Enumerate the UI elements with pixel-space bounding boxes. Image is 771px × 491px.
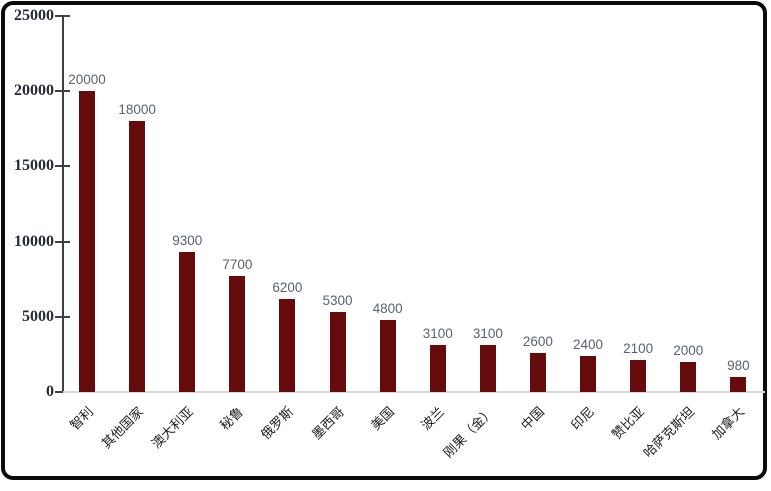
bar-value-label: 980 bbox=[727, 358, 750, 374]
bar bbox=[279, 298, 296, 392]
x-axis-label: 波兰 bbox=[417, 403, 447, 433]
y-axis-tick-label: 5000 bbox=[22, 307, 54, 325]
y-axis-tick bbox=[55, 315, 70, 318]
bar bbox=[580, 355, 597, 392]
y-axis-tick bbox=[55, 165, 70, 168]
bar-value-label: 20000 bbox=[68, 72, 106, 88]
bar-value-label: 3100 bbox=[472, 326, 503, 342]
y-axis-tick bbox=[55, 240, 70, 243]
x-axis-label: 俄罗斯 bbox=[258, 403, 297, 443]
x-axis-label: 澳大利亚 bbox=[148, 403, 197, 452]
x-axis-label: 其他国家 bbox=[98, 403, 147, 452]
y-axis-tick bbox=[55, 391, 70, 393]
bar bbox=[730, 377, 747, 392]
bar-value-label: 5300 bbox=[322, 293, 353, 309]
bar-value-label: 9300 bbox=[172, 233, 203, 249]
y-axis-tick bbox=[55, 15, 70, 17]
x-axis-label: 中国 bbox=[517, 403, 547, 433]
y-axis-tick bbox=[55, 90, 70, 93]
bar bbox=[329, 312, 346, 392]
bar bbox=[429, 345, 446, 392]
bar bbox=[630, 360, 647, 392]
x-axis-label: 美国 bbox=[367, 403, 397, 433]
x-axis-label: 秘鲁 bbox=[217, 403, 247, 433]
bar bbox=[379, 319, 396, 392]
y-axis-tick-label: 15000 bbox=[14, 157, 54, 175]
bar bbox=[129, 121, 146, 392]
bar bbox=[229, 276, 246, 392]
y-axis-line bbox=[62, 15, 64, 393]
bar bbox=[179, 252, 196, 392]
x-axis-label: 加拿大 bbox=[709, 403, 748, 443]
bar-value-label: 18000 bbox=[118, 102, 156, 118]
y-axis-tick-label: 20000 bbox=[14, 82, 54, 100]
x-axis-label: 赞比亚 bbox=[608, 403, 648, 443]
x-axis-label: 智利 bbox=[67, 403, 97, 433]
x-axis-line bbox=[63, 391, 765, 393]
bar-value-label: 2400 bbox=[573, 336, 604, 352]
y-axis-tick-label: 10000 bbox=[14, 232, 54, 250]
bar bbox=[529, 352, 546, 392]
x-axis-label: 哈萨克斯坦 bbox=[640, 403, 698, 461]
bar-value-label: 2100 bbox=[623, 341, 654, 357]
bar bbox=[680, 361, 697, 392]
bar-value-label: 6200 bbox=[272, 279, 303, 295]
bar-value-label: 4800 bbox=[372, 300, 403, 316]
bar-value-label: 2600 bbox=[522, 333, 553, 349]
bar-value-label: 7700 bbox=[222, 257, 253, 273]
y-axis-tick-label: 25000 bbox=[14, 7, 54, 24]
y-axis-tick-label: 0 bbox=[46, 383, 54, 400]
bar-value-label: 2000 bbox=[673, 342, 704, 358]
bar bbox=[479, 345, 496, 392]
x-axis-label: 墨西哥 bbox=[308, 403, 347, 443]
x-axis-label: 刚果（金） bbox=[440, 403, 497, 461]
bar bbox=[79, 91, 96, 392]
bar-value-label: 3100 bbox=[422, 326, 453, 342]
x-axis-label: 印尼 bbox=[568, 403, 598, 433]
